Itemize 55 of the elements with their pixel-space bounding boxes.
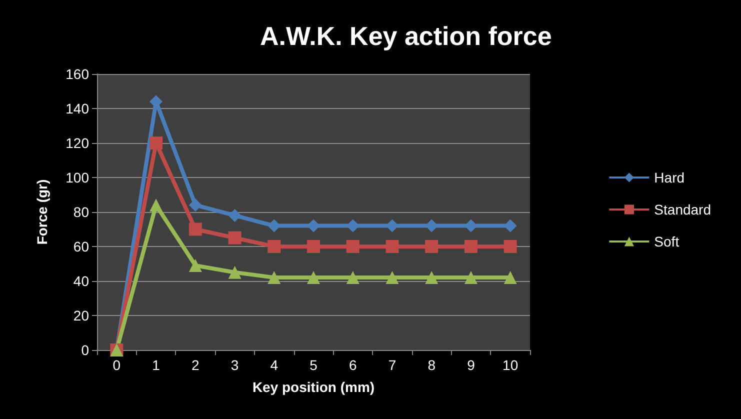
point [386, 240, 399, 253]
y-tick-label: 60 [73, 238, 90, 254]
point [228, 231, 242, 244]
point [150, 136, 163, 150]
point [464, 271, 478, 284]
y-tick-label: 20 [73, 308, 90, 324]
point [307, 271, 320, 284]
x-tick-label: 10 [502, 357, 518, 373]
point [425, 219, 438, 232]
point [504, 271, 517, 284]
legend-label: Hard [654, 170, 685, 186]
point [268, 240, 281, 253]
point [228, 266, 242, 279]
point [346, 240, 360, 253]
point [150, 198, 163, 212]
point [504, 240, 517, 253]
legend-label: Soft [654, 234, 680, 250]
x-tick-label: 1 [152, 357, 160, 373]
point [228, 208, 242, 222]
x-tick-label: 8 [428, 357, 436, 373]
x-tick-label: 6 [348, 357, 357, 373]
point [464, 219, 478, 232]
point [188, 222, 202, 236]
point [386, 271, 399, 284]
point [307, 219, 320, 232]
point [425, 240, 438, 253]
x-tick-label: 5 [310, 357, 318, 373]
point [307, 240, 320, 253]
x-tick-label: 2 [192, 357, 200, 373]
y-tick-label: 0 [81, 342, 90, 358]
point [346, 219, 360, 232]
x-tick-label: 7 [388, 357, 396, 373]
x-tick-label: 0 [112, 357, 121, 373]
point [504, 219, 517, 232]
y-axis-title: Force (gr) [34, 179, 50, 245]
point [386, 219, 399, 232]
x-axis-title: Key position (mm) [252, 379, 375, 395]
point [425, 271, 438, 284]
x-tick-label: 9 [467, 357, 476, 373]
point [188, 258, 202, 272]
y-tick-label: 40 [73, 273, 90, 289]
x-tick-label: 3 [230, 357, 239, 373]
point [346, 271, 360, 284]
y-tick-label: 160 [66, 66, 90, 82]
legend-label: Standard [654, 202, 712, 218]
point [268, 271, 281, 284]
y-tick-label: 120 [66, 135, 90, 151]
y-tick-label: 100 [66, 170, 90, 186]
y-tick-label: 80 [73, 204, 90, 220]
point [188, 198, 202, 212]
point [464, 240, 478, 253]
y-tick-label: 140 [66, 100, 90, 116]
chart-title: A.W.K. Key action force [260, 21, 552, 51]
x-tick-label: 4 [270, 357, 278, 373]
point [268, 219, 281, 232]
